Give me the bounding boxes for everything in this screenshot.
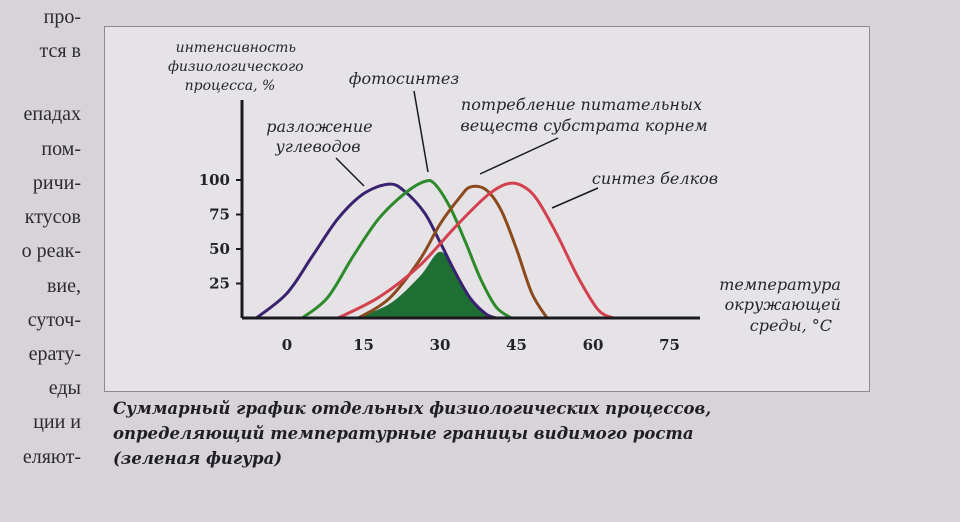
text-line: тся в [39,40,81,62]
text-line: ктусов [24,206,81,228]
ticks-layer: 0 15 30 45 60 75 100 75 50 25 [199,171,680,354]
y-axis-title-line: процесса, % [185,78,276,94]
x-tick-label: 0 [282,336,292,354]
x-axis-title-line: окружающей [725,295,841,314]
figure-caption: Суммарный график отдельных физиологическ… [113,396,873,471]
text-line: про- [43,6,81,28]
labels-layer: интенсивность физиологического процесса,… [168,40,846,335]
text-line: епадах [23,103,81,125]
green-region-layer [353,251,497,318]
series-label-line: потребление питательных [461,95,702,114]
green-region [353,251,497,318]
series-layer [255,178,615,320]
text-line: суточ- [27,309,81,331]
x-tick-label: 75 [659,336,680,354]
y-tick-label: 25 [209,275,230,293]
series-label-protein-synthesis: синтез белков [592,169,718,188]
series-label-nutrient-uptake: потребление питательных веществ субстрат… [460,95,707,135]
series-label-line: синтез белков [592,169,718,188]
series-label-carbohydrates: разложение углеводов [266,117,377,156]
caption-line: определяющий температурные границы видим… [113,424,694,443]
text-line: о реак- [21,240,81,262]
caption-line: Суммарный график отдельных физиологическ… [113,399,712,418]
series-line-1 [301,178,513,320]
series-label-photosynthesis: фотосинтез [349,69,459,88]
series-label-line: веществ субстрата корнем [460,116,707,135]
leader-line-protein-synthesis [551,187,599,209]
left-page-text-column: про- тся в епадах пом- ричи- ктусов о ре… [0,0,95,522]
x-tick-label: 60 [583,336,604,354]
series-line-3 [337,181,615,320]
caption-line: (зеленая фигура) [113,449,283,468]
x-tick-label: 30 [430,336,451,354]
text-line: ции и [33,411,81,433]
series-line-0 [255,182,497,320]
text-line: еляют- [22,446,81,468]
y-axis-title: интенсивность физиологического процесса,… [168,40,308,94]
text-line: ричи- [32,172,81,194]
y-axis-title-line: физиологического [168,59,304,75]
figure-frame [104,26,870,392]
x-axis-title: температура окружающей среды, °С [719,275,846,335]
x-tick-label: 15 [353,336,374,354]
text-line: еды [48,377,81,399]
text-line: пом- [41,138,81,160]
series-label-line: фотосинтез [349,69,459,88]
axes-layer [240,100,700,320]
leader-line-carbohydrates [335,157,365,187]
x-tick-label: 45 [506,336,527,354]
series-label-line: разложение [266,117,372,136]
y-tick-label: 50 [209,240,230,258]
text-line: вие, [46,275,81,297]
x-axis-title-line: температура [719,275,841,294]
series-label-line: углеводов [274,137,360,156]
y-tick-label: 75 [209,206,230,224]
x-axis-title-line: среды, °С [750,316,832,335]
y-axis-title-line: интенсивность [176,40,296,56]
text-line: ерату- [28,343,81,365]
y-tick-label: 100 [199,171,230,189]
leader-line-nutrient-uptake [479,137,559,175]
leader-line-photosynthesis [413,90,429,173]
